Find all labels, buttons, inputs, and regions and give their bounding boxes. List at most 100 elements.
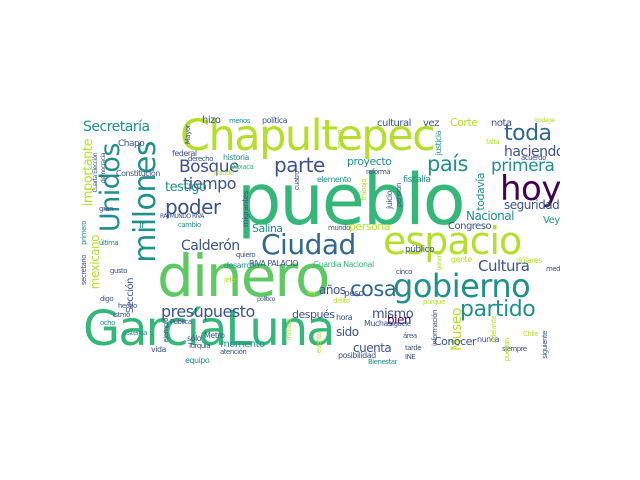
word: ejemplo — [162, 318, 170, 343]
word: tarde — [405, 344, 422, 352]
word: siempre — [502, 345, 527, 353]
word: partido — [460, 297, 536, 322]
word-cloud: GarcíaLuna dinero pueblo Chapultepec esp… — [80, 113, 560, 370]
word: quiero — [236, 251, 256, 259]
word: Congreso — [448, 221, 492, 232]
word: general — [436, 251, 443, 271]
word: gusto — [110, 267, 128, 275]
word: fraude — [214, 169, 234, 177]
word: Corte — [450, 116, 478, 129]
word: hora — [336, 313, 353, 322]
word: poder — [165, 195, 221, 219]
word: INE — [405, 353, 416, 361]
word: político — [257, 296, 275, 303]
word: nota — [491, 118, 512, 129]
word: digo — [100, 295, 114, 303]
word: puedan — [503, 338, 511, 362]
word: RAYMUNDO RIVA — [160, 213, 204, 220]
word: derecho — [188, 155, 213, 163]
word: RIVA PALACIO — [249, 259, 298, 268]
word: dinero — [157, 242, 330, 310]
word: dólares — [516, 256, 542, 265]
word: istmo — [113, 311, 130, 319]
word: todavía — [474, 173, 487, 211]
word: pueblo — [237, 159, 466, 241]
word: vez — [423, 118, 439, 129]
word: trabajo — [360, 179, 368, 201]
word: evento — [315, 332, 323, 354]
word: información — [431, 310, 439, 347]
word: Cuarta Elección — [92, 153, 99, 193]
word: Chile — [523, 330, 539, 338]
word: después — [292, 308, 335, 321]
word: público — [405, 245, 435, 255]
word: Chapultepec — [180, 113, 436, 161]
word: Chapo — [118, 139, 145, 149]
word: Metro — [204, 331, 225, 340]
word: nunca — [477, 335, 500, 344]
word: bien — [387, 313, 411, 327]
word: elemento — [317, 175, 351, 184]
word: Ciudad — [261, 228, 356, 261]
word: incluso — [285, 319, 293, 341]
word: momento — [220, 339, 265, 350]
word: Constitución — [116, 169, 160, 178]
word: delito — [333, 297, 350, 305]
word: vida — [151, 345, 166, 354]
word: Conocer — [434, 335, 476, 348]
word: área — [403, 332, 417, 340]
word: persona — [349, 220, 390, 233]
word: Muchas — [364, 319, 392, 328]
word: gente — [451, 255, 472, 264]
word: bodega — [535, 117, 555, 124]
word: seguridad — [504, 198, 560, 212]
word: atención — [220, 348, 247, 356]
word: siguiente — [541, 331, 549, 359]
word: secretario — [80, 255, 88, 285]
word: primera — [491, 156, 555, 176]
word: Turquía — [188, 342, 211, 350]
word: Guardia Nacional — [313, 260, 374, 269]
word: cosa — [350, 277, 397, 301]
word: presupuesto — [161, 302, 255, 321]
word: gran — [99, 205, 114, 213]
word: pensión — [395, 183, 403, 207]
word: reforma — [366, 168, 391, 176]
word: justicia — [434, 131, 443, 156]
word: testigo — [165, 180, 207, 195]
word: peso — [344, 289, 364, 299]
word: primero — [80, 221, 88, 245]
word: espacio — [383, 219, 522, 263]
word: cuenta — [353, 341, 392, 355]
word: Salina — [252, 222, 283, 235]
word: proyecto — [347, 155, 392, 168]
word: tiempo — [183, 174, 237, 193]
word: sido — [336, 325, 359, 339]
word: desarrollo — [224, 261, 259, 270]
word: Bosque — [179, 157, 239, 177]
word: Oaxaca — [230, 163, 254, 171]
word: cinco — [396, 268, 412, 276]
word: Veytia — [543, 215, 560, 226]
word: parte — [274, 153, 325, 177]
word: mismo — [372, 307, 414, 322]
word: hizo — [202, 115, 221, 126]
word: última — [99, 239, 119, 247]
word: cambio — [178, 221, 201, 229]
word: posibilidad — [338, 351, 376, 360]
word: hoy — [500, 169, 560, 209]
word: sólo — [187, 334, 202, 343]
word: historia — [223, 153, 249, 162]
word: fiscalía — [403, 175, 431, 185]
word: juicio — [385, 191, 394, 210]
word: apoyo — [336, 130, 344, 149]
word: federal — [172, 149, 197, 158]
word: Bienestar — [368, 358, 397, 366]
word: GarcíaLuna — [83, 301, 336, 357]
word: migrantes — [241, 191, 250, 228]
word: democracia — [100, 153, 107, 184]
word: Cultura — [478, 257, 530, 275]
word: jefe — [224, 276, 236, 284]
word: cuatro — [293, 171, 301, 191]
